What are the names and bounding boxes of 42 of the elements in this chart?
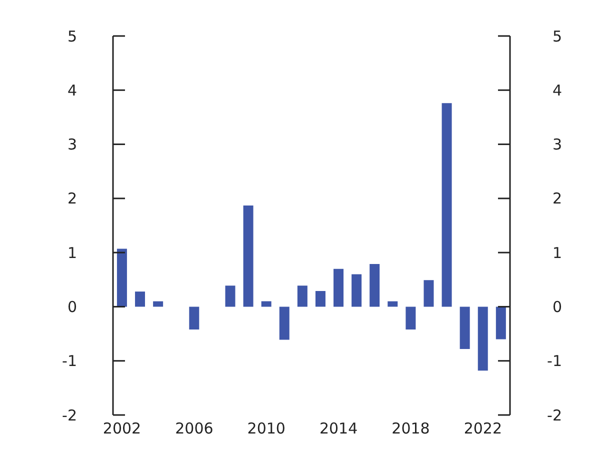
y2-tick-label: 2: [552, 190, 562, 208]
bar: [478, 306, 488, 371]
bar: [424, 280, 434, 307]
bar: [388, 301, 398, 307]
y2-tick-label: 0: [552, 298, 562, 316]
x-tick-label: 2006: [175, 420, 214, 438]
y2-tick-label: 5: [552, 27, 562, 46]
x-tick-label: 2014: [319, 420, 358, 438]
x-tick-label: 2018: [392, 420, 430, 438]
y2-tick-label: -1: [547, 352, 562, 370]
bar: [370, 264, 380, 307]
bar: [460, 306, 470, 349]
y2-tick-label: -2: [547, 406, 562, 424]
y-tick-label: -1: [62, 352, 77, 370]
y2-tick-label: 1: [552, 244, 562, 262]
bar: [406, 306, 416, 330]
x-tick-label: 2002: [102, 420, 142, 438]
bar: [496, 306, 506, 340]
bar: [189, 306, 200, 330]
x-tick-label: 2010: [247, 420, 286, 438]
y-tick-label: 2: [67, 190, 77, 208]
y-tick-label: 3: [67, 136, 77, 154]
bar: [116, 248, 127, 307]
bar: [315, 291, 326, 307]
y-tick-label: 0: [67, 298, 77, 316]
y-tick-label: -2: [62, 406, 77, 424]
bar: [135, 292, 146, 307]
bar: [225, 286, 236, 307]
bar: [442, 103, 452, 307]
y-tick-label: 5: [67, 27, 77, 46]
y-tick-label: 1: [67, 244, 77, 262]
y-tick-label: 4: [67, 81, 77, 100]
y2-tick-label: 4: [552, 81, 562, 100]
bar: [153, 301, 164, 307]
bar: [297, 286, 308, 307]
y2-tick-label: 3: [552, 136, 562, 154]
bar: [334, 268, 344, 307]
bar: [261, 301, 272, 307]
bar: [279, 306, 290, 340]
x-tick-label: 2022: [464, 420, 502, 438]
bar: [243, 205, 254, 307]
bar: [352, 274, 362, 307]
